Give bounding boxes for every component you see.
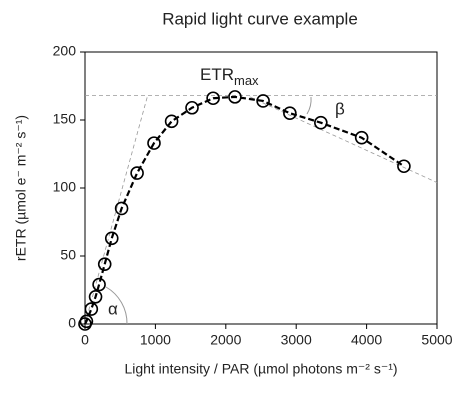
etr-max-label: ETRmax	[200, 65, 259, 88]
plot-frame	[84, 51, 438, 325]
data-point	[130, 166, 144, 180]
data-point	[206, 91, 220, 106]
y-tick-label: 50	[60, 247, 76, 263]
x-tick-label: 5000	[421, 332, 452, 348]
fit-line	[84, 95, 405, 325]
data-point	[147, 136, 161, 150]
data-point	[397, 159, 411, 174]
data-point	[256, 94, 270, 108]
x-tick-label: 3000	[281, 332, 312, 348]
data-point	[104, 231, 119, 246]
y-axis-label: rETR (µmol e⁻ m⁻² s⁻¹)	[13, 115, 29, 261]
data-point	[92, 277, 106, 292]
beta-label: β	[335, 99, 345, 118]
alpha-arc	[105, 286, 128, 325]
data-point	[97, 257, 112, 271]
data-point	[114, 201, 129, 216]
data-point	[314, 115, 328, 130]
alpha-label: α	[108, 299, 118, 318]
chart-title: Rapid light curve example	[162, 9, 358, 28]
y-tick-label: 0	[68, 315, 76, 331]
beta-arc	[306, 96, 312, 115]
data-point	[283, 106, 297, 120]
x-axis-label: Light intensity / PAR (µmol photons m⁻² …	[124, 361, 397, 377]
reference-line	[249, 96, 438, 183]
x-tick-label: 2000	[210, 332, 241, 348]
data-point	[88, 289, 103, 304]
data-point	[185, 100, 199, 115]
data-point	[228, 90, 242, 104]
etr-label: ETR	[200, 65, 234, 84]
y-tick-label: 200	[53, 43, 77, 59]
y-tick-label: 100	[53, 179, 77, 195]
x-tick-label: 4000	[351, 332, 382, 348]
data-point	[79, 314, 94, 329]
data-point	[354, 130, 369, 145]
data-point	[84, 302, 99, 316]
x-tick-label: 0	[81, 332, 89, 348]
data-point	[164, 114, 179, 129]
reference-line	[84, 95, 149, 325]
x-tick-label: 1000	[140, 332, 171, 348]
etr-subscript: max	[234, 73, 259, 88]
y-tick-label: 150	[53, 111, 77, 127]
